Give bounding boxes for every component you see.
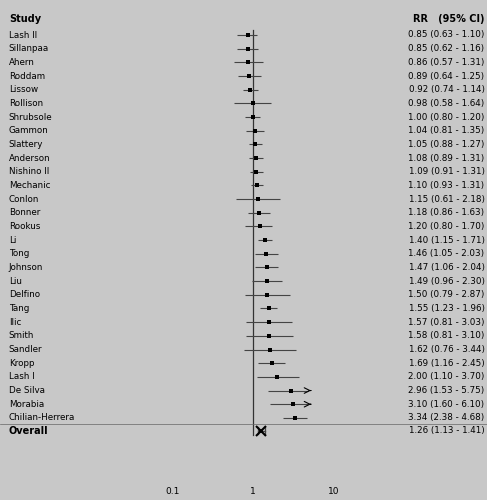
Text: Kropp: Kropp bbox=[9, 358, 34, 368]
Text: 1.40 (1.15 - 1.71): 1.40 (1.15 - 1.71) bbox=[409, 236, 485, 244]
Text: 1.00 (0.80 - 1.20): 1.00 (0.80 - 1.20) bbox=[408, 112, 485, 122]
Text: 3.10 (1.60 - 6.10): 3.10 (1.60 - 6.10) bbox=[409, 400, 485, 408]
Text: 1.57 (0.81 - 3.03): 1.57 (0.81 - 3.03) bbox=[408, 318, 485, 326]
Text: RR   (95% CI): RR (95% CI) bbox=[413, 14, 485, 24]
Text: Liu: Liu bbox=[9, 276, 21, 285]
Text: 1: 1 bbox=[250, 486, 256, 496]
Text: 1.18 (0.86 - 1.63): 1.18 (0.86 - 1.63) bbox=[409, 208, 485, 218]
Text: 1.62 (0.76 - 3.44): 1.62 (0.76 - 3.44) bbox=[409, 345, 485, 354]
Text: 1.26 (1.13 - 1.41): 1.26 (1.13 - 1.41) bbox=[409, 426, 485, 436]
Text: 1.69 (1.16 - 2.45): 1.69 (1.16 - 2.45) bbox=[409, 358, 485, 368]
Text: 10: 10 bbox=[328, 486, 339, 496]
Text: De Silva: De Silva bbox=[9, 386, 45, 395]
Text: 1.47 (1.06 - 2.04): 1.47 (1.06 - 2.04) bbox=[409, 263, 485, 272]
Text: Shrubsole: Shrubsole bbox=[9, 112, 53, 122]
Text: Li: Li bbox=[9, 236, 16, 244]
Text: 1.50 (0.79 - 2.87): 1.50 (0.79 - 2.87) bbox=[408, 290, 485, 300]
Text: Rollison: Rollison bbox=[9, 99, 43, 108]
Text: 0.92 (0.74 - 1.14): 0.92 (0.74 - 1.14) bbox=[409, 85, 485, 94]
Text: Delfino: Delfino bbox=[9, 290, 40, 300]
Text: Ahern: Ahern bbox=[9, 58, 35, 67]
Text: Johnson: Johnson bbox=[9, 263, 43, 272]
Text: 1.55 (1.23 - 1.96): 1.55 (1.23 - 1.96) bbox=[409, 304, 485, 313]
Text: Roddam: Roddam bbox=[9, 72, 45, 80]
Text: 1.10 (0.93 - 1.31): 1.10 (0.93 - 1.31) bbox=[409, 181, 485, 190]
Text: Overall: Overall bbox=[9, 426, 48, 436]
Text: 0.89 (0.64 - 1.25): 0.89 (0.64 - 1.25) bbox=[409, 72, 485, 80]
Text: Sillanpaa: Sillanpaa bbox=[9, 44, 49, 53]
Text: Lissow: Lissow bbox=[9, 85, 38, 94]
Text: 0.86 (0.57 - 1.31): 0.86 (0.57 - 1.31) bbox=[408, 58, 485, 67]
Text: Conlon: Conlon bbox=[9, 194, 39, 203]
Text: 0.98 (0.58 - 1.64): 0.98 (0.58 - 1.64) bbox=[408, 99, 485, 108]
Text: Sandler: Sandler bbox=[9, 345, 42, 354]
Text: Chilian-Herrera: Chilian-Herrera bbox=[9, 414, 75, 422]
Text: 1.49 (0.96 - 2.30): 1.49 (0.96 - 2.30) bbox=[409, 276, 485, 285]
Text: Morabia: Morabia bbox=[9, 400, 44, 408]
Text: 1.46 (1.05 - 2.03): 1.46 (1.05 - 2.03) bbox=[409, 250, 485, 258]
Text: 2.96 (1.53 - 5.75): 2.96 (1.53 - 5.75) bbox=[408, 386, 485, 395]
Text: 0.85 (0.62 - 1.16): 0.85 (0.62 - 1.16) bbox=[409, 44, 485, 53]
Text: 0.85 (0.63 - 1.10): 0.85 (0.63 - 1.10) bbox=[408, 30, 485, 40]
Text: Ilic: Ilic bbox=[9, 318, 21, 326]
Text: Rookus: Rookus bbox=[9, 222, 40, 231]
Text: Anderson: Anderson bbox=[9, 154, 50, 162]
Text: Nishino II: Nishino II bbox=[9, 167, 49, 176]
Text: Gammon: Gammon bbox=[9, 126, 49, 135]
Text: Lash I: Lash I bbox=[9, 372, 35, 382]
Text: Slattery: Slattery bbox=[9, 140, 43, 149]
Text: Mechanic: Mechanic bbox=[9, 181, 50, 190]
Text: 3.34 (2.38 - 4.68): 3.34 (2.38 - 4.68) bbox=[408, 414, 485, 422]
Text: Study: Study bbox=[9, 14, 41, 24]
Text: 1.20 (0.80 - 1.70): 1.20 (0.80 - 1.70) bbox=[408, 222, 485, 231]
Text: 1.04 (0.81 - 1.35): 1.04 (0.81 - 1.35) bbox=[408, 126, 485, 135]
Text: Bonner: Bonner bbox=[9, 208, 40, 218]
Text: 1.08 (0.89 - 1.31): 1.08 (0.89 - 1.31) bbox=[408, 154, 485, 162]
Text: 2.00 (1.10 - 3.70): 2.00 (1.10 - 3.70) bbox=[408, 372, 485, 382]
Text: 1.05 (0.88 - 1.27): 1.05 (0.88 - 1.27) bbox=[408, 140, 485, 149]
Text: 1.15 (0.61 - 2.18): 1.15 (0.61 - 2.18) bbox=[409, 194, 485, 203]
Text: 1.09 (0.91 - 1.31): 1.09 (0.91 - 1.31) bbox=[409, 167, 485, 176]
Text: Tang: Tang bbox=[9, 304, 29, 313]
Text: Tong: Tong bbox=[9, 250, 29, 258]
Text: Smith: Smith bbox=[9, 332, 34, 340]
Text: 0.1: 0.1 bbox=[166, 486, 180, 496]
Text: Lash II: Lash II bbox=[9, 30, 37, 40]
Text: 1.58 (0.81 - 3.10): 1.58 (0.81 - 3.10) bbox=[408, 332, 485, 340]
